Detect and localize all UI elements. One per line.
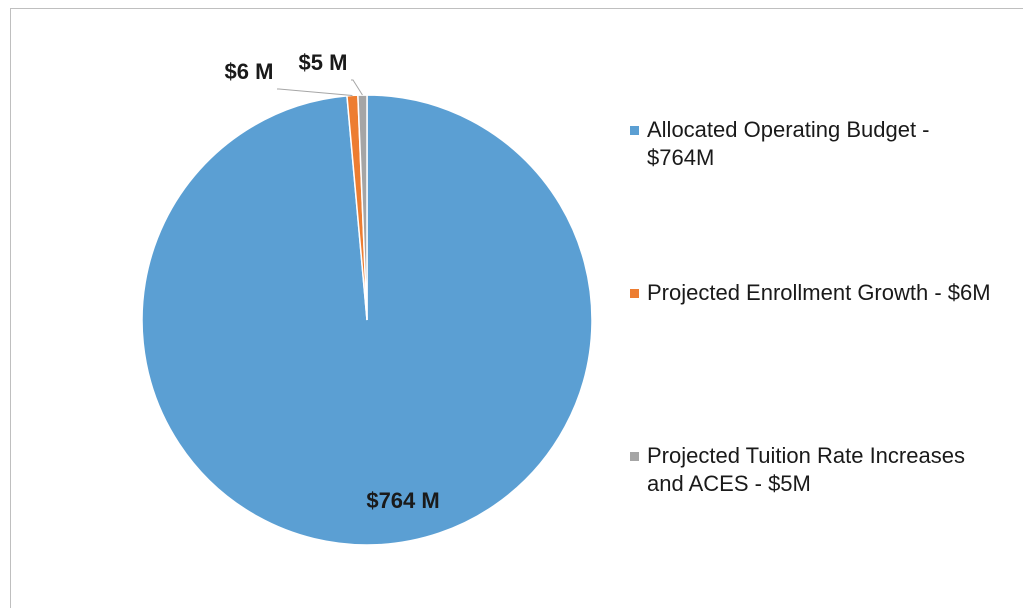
legend-item: Projected Tuition Rate Increases and ACE… bbox=[630, 442, 992, 498]
pie-slice bbox=[357, 94, 368, 321]
legend-item: Projected Enrollment Growth - $6M bbox=[630, 279, 992, 307]
legend-swatch bbox=[630, 126, 639, 135]
leader-line bbox=[277, 88, 353, 96]
legend-label: Allocated Operating Budget - $764M bbox=[647, 117, 930, 170]
data-label: $764 M bbox=[366, 488, 439, 513]
legend-swatch bbox=[630, 289, 639, 298]
legend-item: Allocated Operating Budget - $764M bbox=[630, 116, 992, 172]
leader-line bbox=[351, 79, 363, 96]
legend-swatch bbox=[630, 452, 639, 461]
chart-frame bbox=[10, 8, 1023, 608]
legend-label: Projected Enrollment Growth - $6M bbox=[647, 280, 991, 305]
data-label: $6 M bbox=[225, 59, 274, 84]
legend-label: Projected Tuition Rate Increases and ACE… bbox=[647, 443, 965, 496]
data-label: $5 M bbox=[299, 50, 348, 75]
